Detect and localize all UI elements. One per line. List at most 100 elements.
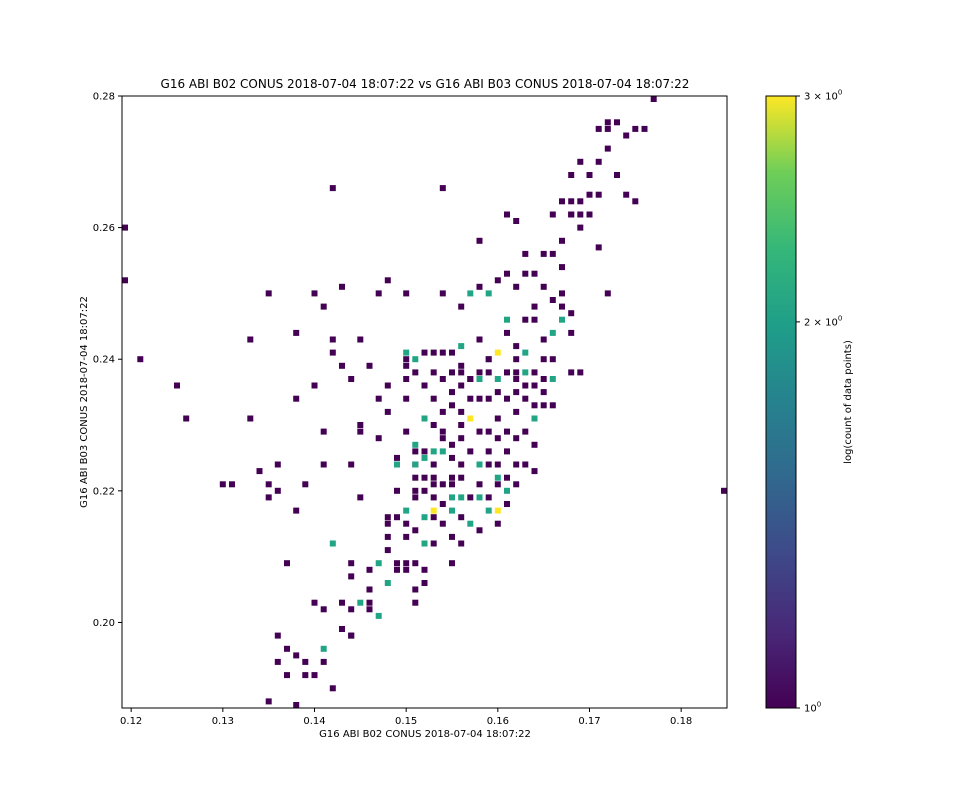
- heatmap-cell-179: [476, 376, 483, 382]
- heatmap-cell-168: [467, 290, 474, 297]
- heatmap-cell-16: [274, 632, 281, 639]
- heatmap-cell-114: [421, 487, 428, 494]
- y-tick-label-3: 0.26: [93, 223, 115, 234]
- heatmap-cell-172: [467, 448, 474, 455]
- heatmap-cell-250: [540, 336, 547, 343]
- x-axis-label: G16 ABI B02 CONUS 2018-07-04 18:07:22: [319, 729, 531, 740]
- heatmap-cell-112: [421, 448, 428, 455]
- heatmap-cell-273: [568, 329, 575, 336]
- colorbar-tick-base-2: 3 × 10: [804, 92, 838, 103]
- heatmap-cell-189: [485, 369, 492, 376]
- heatmap-cell-208: [504, 211, 510, 218]
- heatmap-cell-68: [375, 560, 382, 567]
- heatmap-cell-198: [494, 349, 501, 356]
- heatmap-cell-44: [339, 283, 345, 290]
- colorbar: [765, 95, 797, 709]
- x-tick-label-6: 0.18: [670, 716, 692, 727]
- heatmap-cell-184: [476, 527, 483, 534]
- heatmap-cell-74: [384, 520, 391, 527]
- heatmap-cell-220: [513, 283, 520, 290]
- heatmap-cell-204: [494, 481, 501, 488]
- heatmap-cell-142: [439, 435, 446, 442]
- heatmap-cell-113: [421, 474, 428, 481]
- heatmap-cell-185: [476, 237, 483, 244]
- heatmap-cell-32: [311, 672, 318, 679]
- heatmap-cell-249: [540, 283, 547, 290]
- heatmap-cell-243: [531, 382, 538, 389]
- heatmap-cell-154: [449, 474, 455, 481]
- heatmap-cell-194: [485, 494, 492, 501]
- heatmap-cell-81: [394, 560, 400, 567]
- heatmap-cell-41: [329, 685, 336, 692]
- heatmap-cell-258: [549, 329, 556, 336]
- heatmap-cell-135: [439, 408, 446, 415]
- heatmap-cell-260: [549, 376, 556, 382]
- plot-frame: [121, 95, 728, 709]
- heatmap-cell-272: [568, 310, 575, 317]
- heatmap-cell-53: [348, 632, 355, 639]
- heatmap-cell-122: [430, 395, 437, 402]
- heatmap-cell-24: [293, 329, 300, 336]
- heatmap-cell-166: [458, 540, 465, 547]
- heatmap-cell-289: [604, 119, 611, 126]
- heatmap-cell-264: [559, 264, 565, 271]
- heatmap-cell-229: [513, 481, 520, 488]
- heatmap-cell-161: [458, 435, 465, 442]
- heatmap-cell-125: [430, 461, 437, 468]
- heatmap-cell-13: [265, 698, 272, 705]
- heatmap-cell-228: [513, 461, 520, 468]
- heatmap-cell-155: [458, 303, 465, 310]
- heatmap-cell-69: [375, 612, 382, 619]
- heatmap-cell-144: [449, 369, 455, 376]
- colorbar-label: log(count of data points): [843, 340, 854, 464]
- heatmap-cell-55: [357, 336, 364, 343]
- heatmap-cell-245: [531, 415, 538, 422]
- heatmap-cell-101: [412, 487, 419, 494]
- heatmap-cell-164: [458, 494, 465, 501]
- colorbar-tick-label-2: 3 × 100: [804, 89, 842, 103]
- heatmap-cell-124: [430, 448, 437, 455]
- heatmap-cell-285: [595, 191, 602, 198]
- heatmap-cell-286: [595, 244, 602, 251]
- heatmap-cell-33: [320, 428, 327, 435]
- heatmap-cell-57: [357, 428, 364, 435]
- heatmap-cell-269: [568, 198, 575, 205]
- heatmap-cell-50: [348, 560, 355, 567]
- heatmap-cell-84: [403, 349, 410, 356]
- heatmap-cell-216: [504, 501, 510, 507]
- heatmap-cell-3: [174, 382, 180, 389]
- heatmap-cell-129: [430, 540, 437, 547]
- heatmap-cell-49: [348, 606, 355, 613]
- heatmap-cell-282: [586, 211, 593, 218]
- heatmap-cell-274: [568, 369, 575, 376]
- heatmap-cell-171: [467, 415, 474, 422]
- heatmap-cell-254: [540, 402, 547, 409]
- heatmap-cell-140: [439, 520, 446, 527]
- heatmap-cell-201: [494, 415, 501, 422]
- heatmap-cell-59: [357, 599, 364, 606]
- heatmap-cell-275: [577, 158, 584, 165]
- colorbar-tick-exponent-1: 0: [838, 314, 842, 322]
- heatmap-cell-89: [403, 560, 410, 567]
- heatmap-cell-37: [320, 658, 327, 665]
- heatmap-cell-61: [366, 586, 373, 593]
- heatmap-cell-299: [721, 487, 727, 494]
- heatmap-cell-56: [357, 422, 364, 428]
- heatmap-cell-137: [439, 448, 446, 455]
- heatmap-cell-15: [274, 487, 281, 494]
- colorbar-tick-exponent-0: 0: [817, 701, 821, 709]
- heatmap-cell-288: [604, 125, 611, 132]
- heatmap-cell-222: [513, 356, 520, 363]
- heatmap-cell-257: [549, 297, 556, 303]
- heatmap-cell-34: [320, 461, 327, 468]
- heatmap-cell-23: [293, 395, 300, 402]
- heatmap-cell-206: [494, 520, 501, 527]
- heatmap-cell-265: [559, 290, 565, 297]
- heatmap-cell-5: [219, 481, 226, 488]
- heatmap-cell-261: [549, 402, 556, 409]
- heatmap-cell-39: [329, 336, 336, 343]
- heatmap-cell-259: [549, 356, 556, 363]
- heatmap-cell-136: [439, 428, 446, 435]
- heatmap-cell-63: [366, 606, 373, 613]
- heatmap-cell-11: [265, 494, 272, 501]
